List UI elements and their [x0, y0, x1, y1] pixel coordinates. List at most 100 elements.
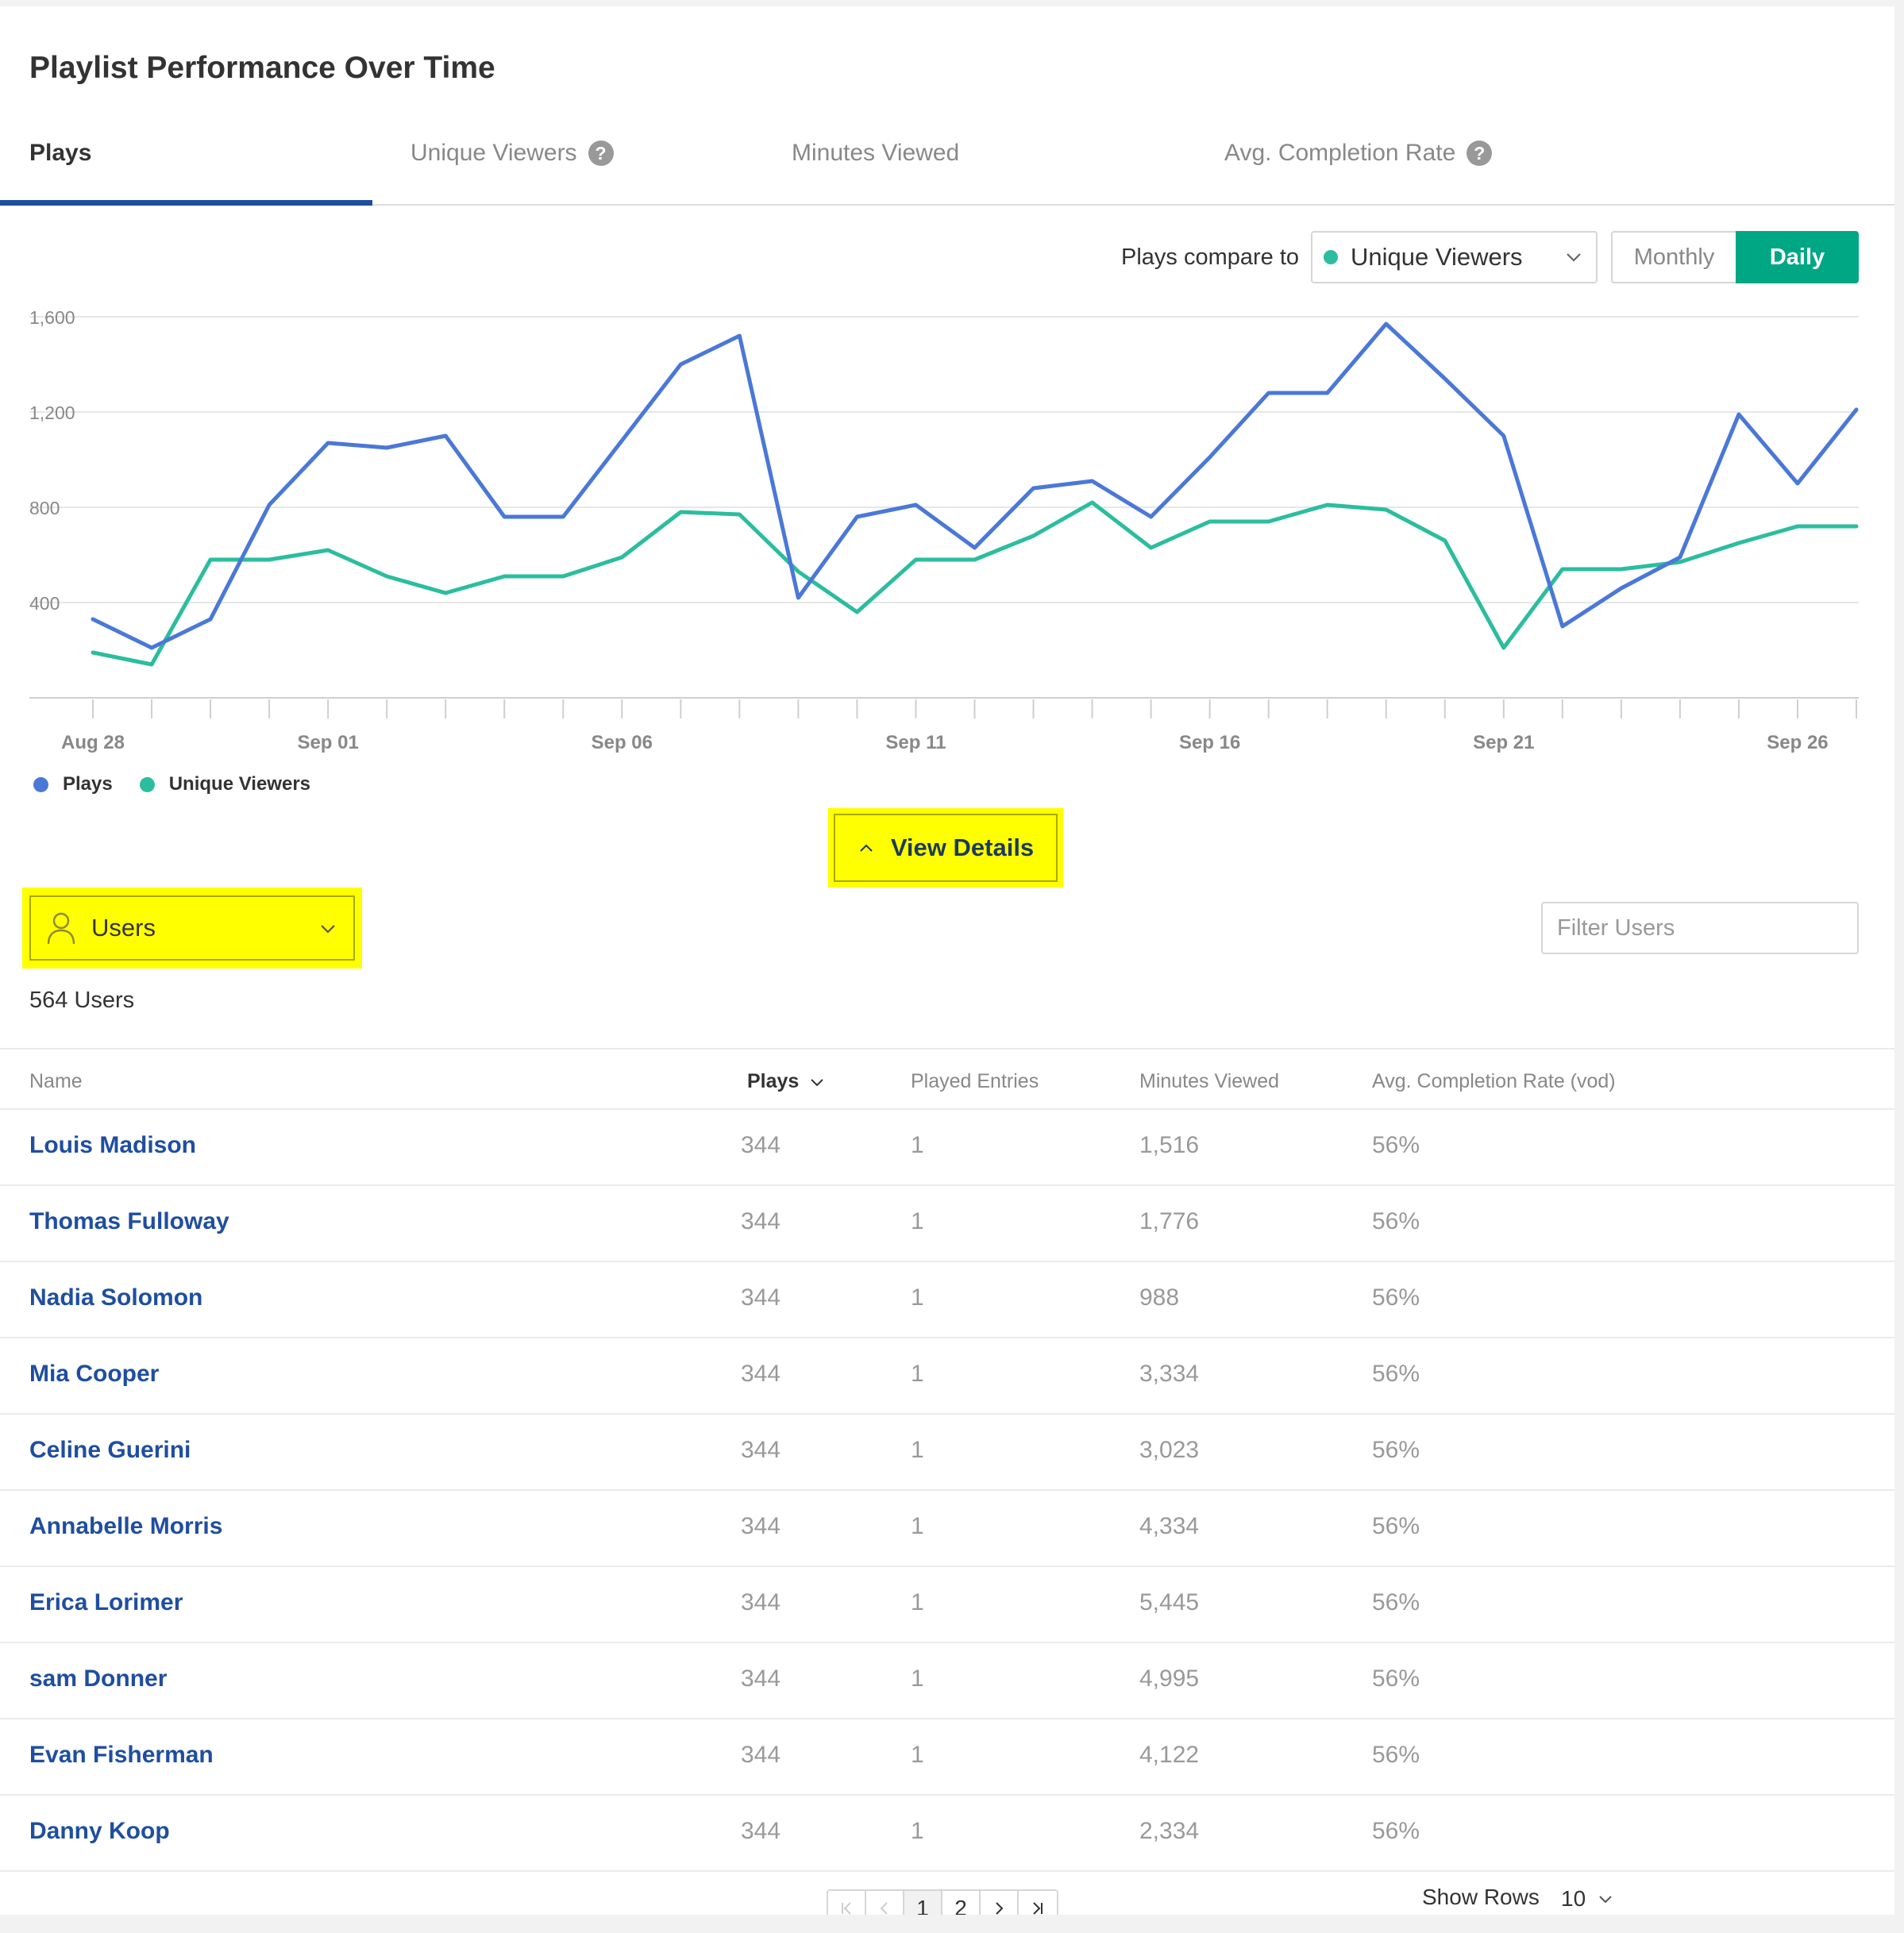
chevron-down-icon	[1567, 253, 1581, 262]
completion-rate-cell: 56%	[1372, 1132, 1420, 1158]
daily-button[interactable]: Daily	[1736, 231, 1859, 283]
plays-cell: 344	[741, 1437, 781, 1463]
tab-plays[interactable]: Plays	[29, 133, 91, 173]
table-row[interactable]: sam Donner 344 1 4,995 56%	[0, 1642, 1894, 1718]
played-entries-cell: 1	[911, 1742, 924, 1768]
table-row[interactable]: Louis Madison 344 1 1,516 56%	[0, 1108, 1894, 1184]
user-name-link[interactable]: Mia Cooper	[29, 1361, 160, 1387]
page-button-2[interactable]: 2	[942, 1891, 981, 1915]
first-page-button[interactable]	[828, 1891, 866, 1915]
next-page-button[interactable]	[981, 1891, 1019, 1915]
user-name-link[interactable]: Nadia Solomon	[29, 1284, 203, 1311]
column-header-completion-rate[interactable]: Avg. Completion Rate (vod)	[1372, 1070, 1616, 1092]
legend-label: Unique Viewers	[168, 773, 311, 795]
tab-avg-completion-rate[interactable]: Avg. Completion Rate ?	[1224, 133, 1493, 173]
minutes-viewed-cell: 2,334	[1139, 1818, 1200, 1844]
compare-metric-select[interactable]: Unique Viewers	[1311, 231, 1598, 283]
user-name-link[interactable]: Louis Madison	[29, 1132, 196, 1158]
minutes-viewed-cell: 4,995	[1139, 1665, 1200, 1692]
page-title: Playlist Performance Over Time	[29, 51, 495, 85]
x-tick-label: Aug 28	[61, 732, 125, 753]
tab-minutes-viewed[interactable]: Minutes Viewed	[792, 133, 959, 173]
view-details-label: View Details	[890, 834, 1035, 861]
compare-metric-value: Unique Viewers	[1351, 243, 1523, 271]
minutes-viewed-cell: 1,776	[1139, 1208, 1200, 1234]
played-entries-cell: 1	[911, 1665, 924, 1692]
minutes-viewed-cell: 4,334	[1139, 1513, 1200, 1539]
line-chart: 1,600 1,200 800 400 Aug 28 Sep 01 Sep 06 Sep 11…	[29, 307, 1859, 753]
table-row[interactable]: Mia Cooper 344 1 3,334 56%	[0, 1337, 1894, 1413]
chevron-up-icon	[860, 844, 873, 852]
column-header-minutes-viewed[interactable]: Minutes Viewed	[1139, 1070, 1280, 1092]
plays-cell: 344	[741, 1742, 781, 1768]
played-entries-cell: 1	[911, 1208, 924, 1234]
table-row[interactable]: Annabelle Morris 344 1 4,334 56%	[0, 1489, 1894, 1565]
pagination: 1 2	[827, 1889, 1058, 1915]
x-tick-label: Sep 06	[592, 732, 653, 753]
user-name-link[interactable]: Annabelle Morris	[29, 1513, 223, 1539]
user-name-link[interactable]: Celine Guerini	[29, 1437, 191, 1463]
played-entries-cell: 1	[911, 1513, 924, 1539]
filter-users-input[interactable]	[1541, 902, 1859, 954]
played-entries-cell: 1	[911, 1437, 924, 1463]
rows-per-page-value: 10	[1561, 1886, 1586, 1911]
legend-label: Plays	[63, 773, 113, 795]
user-icon	[47, 912, 75, 945]
x-tick-label: Sep 16	[1179, 732, 1240, 753]
page-button-1[interactable]: 1	[904, 1891, 942, 1915]
table-row[interactable]: Evan Fisherman 344 1 4,122 56%	[0, 1718, 1894, 1794]
user-name-link[interactable]: Thomas Fulloway	[29, 1208, 229, 1234]
y-tick-label: 400	[29, 593, 60, 614]
tabs-divider	[0, 204, 1894, 206]
series-line-plays	[91, 322, 1859, 650]
user-name-link[interactable]: Evan Fisherman	[29, 1742, 214, 1768]
x-tick-label: Sep 21	[1473, 732, 1534, 753]
table-row[interactable]: Thomas Fulloway 344 1 1,776 56%	[0, 1184, 1894, 1261]
prev-page-icon	[880, 1902, 888, 1915]
played-entries-cell: 1	[911, 1818, 924, 1844]
completion-rate-cell: 56%	[1372, 1208, 1420, 1234]
rows-per-page-select[interactable]: 10	[1561, 1886, 1614, 1912]
played-entries-cell: 1	[911, 1589, 924, 1615]
completion-rate-cell: 56%	[1372, 1284, 1420, 1311]
chart-legend: Plays Unique Viewers	[33, 773, 328, 795]
completion-rate-cell: 56%	[1372, 1437, 1420, 1463]
last-page-button[interactable]	[1019, 1891, 1057, 1915]
users-count: 564 Users	[29, 988, 135, 1013]
x-tick-label: Sep 11	[885, 732, 946, 753]
column-header-plays[interactable]: Plays	[747, 1070, 826, 1093]
minutes-viewed-cell: 3,334	[1139, 1361, 1200, 1387]
table-row[interactable]: Danny Koop 344 1 2,334 56%	[0, 1794, 1894, 1870]
help-icon[interactable]: ?	[588, 141, 614, 166]
user-name-link[interactable]: sam Donner	[29, 1665, 168, 1692]
user-name-link[interactable]: Danny Koop	[29, 1818, 170, 1844]
active-tab-indicator	[0, 200, 372, 206]
view-details-button[interactable]: View Details	[834, 814, 1058, 882]
completion-rate-cell: 56%	[1372, 1818, 1420, 1844]
table-row[interactable]: Erica Lorimer 344 1 5,445 56%	[0, 1565, 1894, 1642]
column-header-label: Plays	[747, 1070, 800, 1092]
monthly-button[interactable]: Monthly	[1611, 231, 1736, 283]
table-row[interactable]: Nadia Solomon 344 1 988 56%	[0, 1261, 1894, 1337]
x-tick-label: Sep 01	[297, 732, 358, 753]
legend-dot	[139, 776, 155, 792]
column-header-name[interactable]: Name	[29, 1070, 83, 1092]
user-name-link[interactable]: Erica Lorimer	[29, 1589, 183, 1615]
column-header-played-entries[interactable]: Played Entries	[911, 1070, 1039, 1092]
x-tick-label: Sep 26	[1767, 732, 1828, 753]
first-page-icon	[842, 1902, 851, 1915]
played-entries-cell: 1	[911, 1361, 924, 1387]
table-bottom-divider	[0, 1870, 1894, 1872]
compare-label: Plays compare to	[1121, 245, 1300, 270]
plays-cell: 344	[741, 1132, 781, 1158]
help-icon[interactable]: ?	[1467, 141, 1493, 166]
legend-item-unique-viewers: Unique Viewers	[139, 773, 311, 795]
y-tick-label: 1,600	[29, 307, 75, 328]
dimension-dropdown[interactable]: Users	[29, 895, 355, 961]
prev-page-button[interactable]	[866, 1891, 904, 1915]
plays-cell: 344	[741, 1361, 781, 1387]
minutes-viewed-cell: 5,445	[1139, 1589, 1200, 1615]
users-dropdown-highlight: Users	[22, 888, 362, 968]
tab-unique-viewers[interactable]: Unique Viewers ?	[410, 133, 614, 173]
table-row[interactable]: Celine Guerini 344 1 3,023 56%	[0, 1413, 1894, 1489]
